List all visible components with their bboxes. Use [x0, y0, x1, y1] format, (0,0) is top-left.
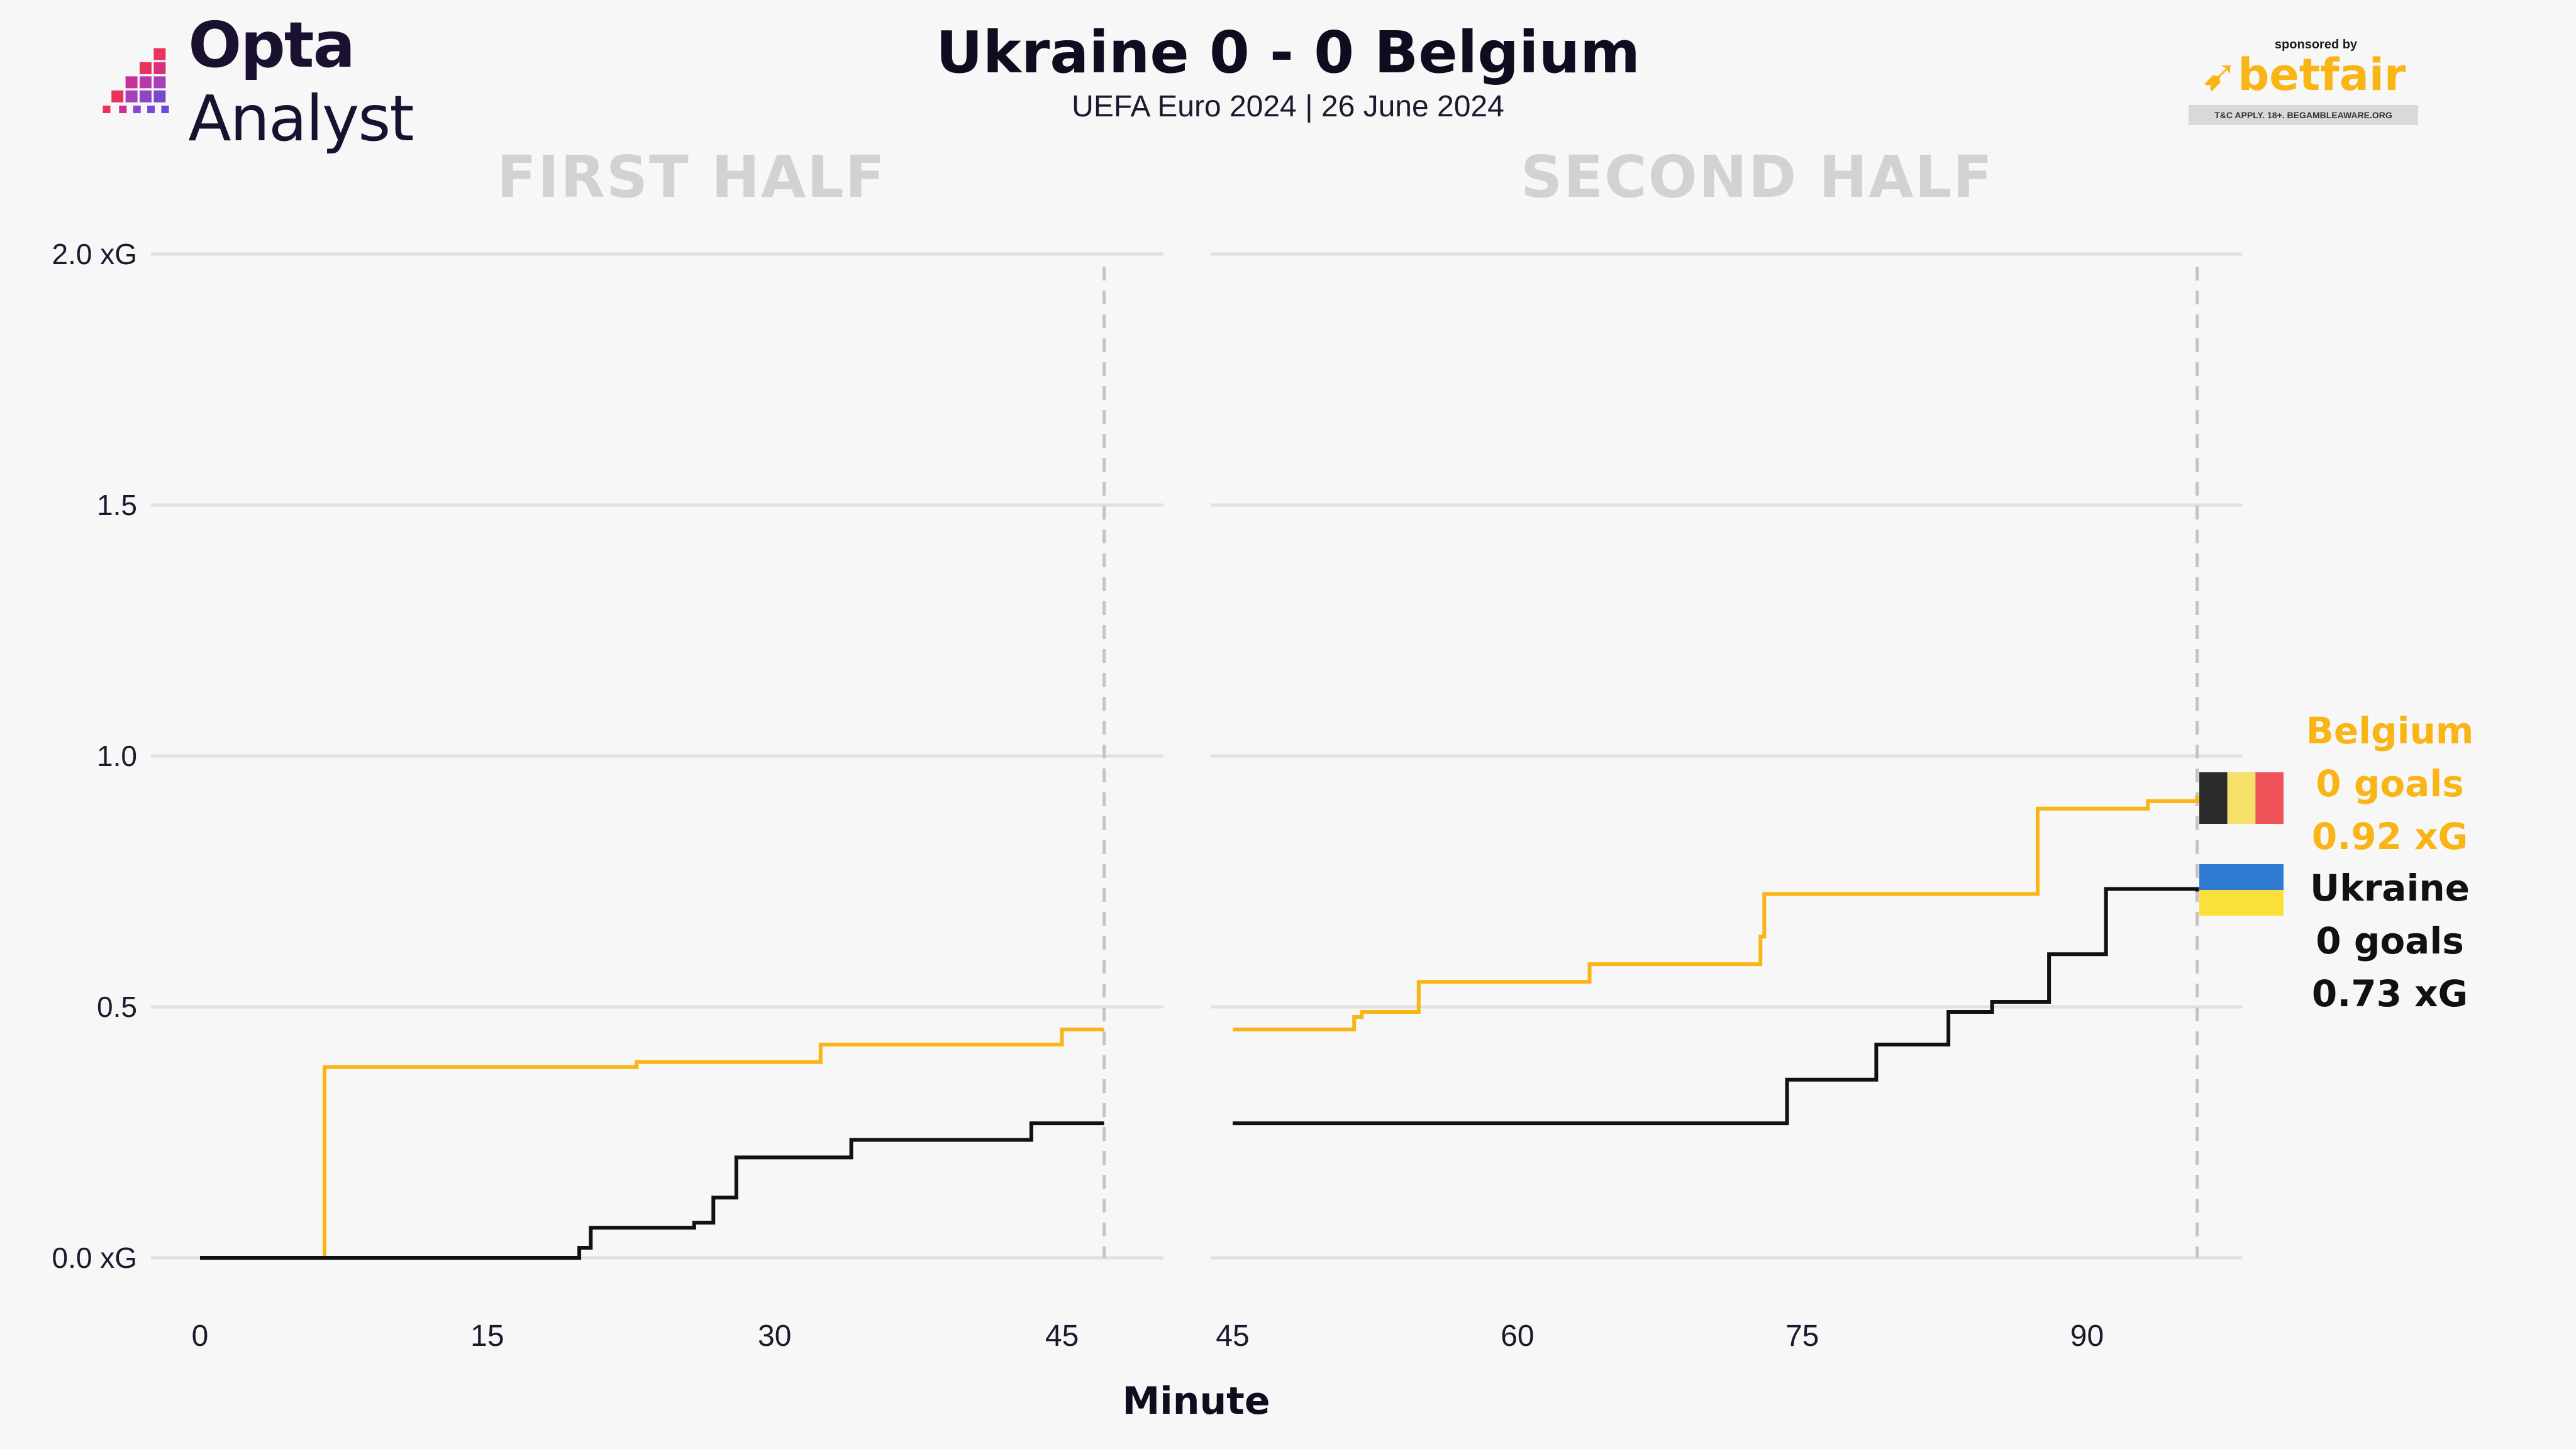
y-tick-label: 0.0 xG [52, 1241, 137, 1274]
brand-regular: Analyst [188, 82, 414, 155]
y-tick-label: 1.5 [97, 489, 137, 521]
x-tick-label: 45 [1216, 1319, 1249, 1353]
series-line-belgium [1233, 796, 2199, 1031]
series-lines [200, 796, 2199, 1260]
brand-bold: Opta [188, 8, 355, 82]
legend-belgium-goals: 0 goals [2316, 762, 2464, 805]
y-axis-labels: 0.0 xG 0.5 1.0 1.5 2.0 xG [52, 238, 137, 1274]
x-tick-label: 30 [758, 1319, 791, 1353]
sponsor-top-text: sponsored by [2274, 38, 2358, 52]
x-axis-title: Minute [1122, 1379, 1270, 1423]
opta-logo-icon [103, 48, 169, 113]
belgium-flag-icon [2199, 772, 2284, 824]
arrow-icon: ➹ [2201, 49, 2238, 101]
first-half-title: FIRST HALF [497, 143, 886, 211]
x-tick-label: 60 [1501, 1319, 1534, 1353]
x-tick-label: 45 [1045, 1319, 1079, 1353]
series-line-ukraine [200, 1121, 1104, 1260]
legend-belgium-team: Belgium [2306, 709, 2474, 752]
series-line-belgium [200, 1027, 1104, 1260]
y-tick-label: 0.5 [97, 991, 137, 1023]
x-tick-label: 75 [1785, 1319, 1819, 1353]
y-tick-label: 1.0 [97, 740, 137, 772]
legend-belgium-xg: 0.92 xG [2311, 815, 2468, 858]
sponsor-disclaimer: T&C APPLY. 18+. BEGAMBLEAWARE.ORG [2189, 105, 2418, 125]
x-tick-label: 90 [2070, 1319, 2104, 1353]
end-markers [1102, 267, 2199, 1258]
sponsor-brand-name: betfair [2238, 49, 2406, 101]
x-tick-label: 0 [192, 1319, 209, 1353]
legend-ukraine-xg: 0.73 xG [2311, 972, 2468, 1015]
x-axis-labels: 0 15 30 45 45 60 75 90 [192, 1319, 2104, 1353]
y-tick-label: 2.0 xG [52, 238, 137, 270]
legend-ukraine-goals: 0 goals [2316, 919, 2464, 962]
sponsor-brand: ➹betfair [2189, 52, 2418, 97]
brand-wordmark: Opta Analyst [188, 8, 541, 155]
ukraine-flag-icon [2199, 864, 2284, 916]
series-line-ukraine [1233, 887, 2199, 1126]
grid-lines [151, 252, 2242, 1260]
legend-ukraine-team: Ukraine [2310, 867, 2470, 909]
opta-analyst-logo: Opta Analyst [101, 8, 541, 155]
x-tick-label: 15 [470, 1319, 504, 1353]
chart-subtitle: UEFA Euro 2024 | 26 June 2024 [1072, 90, 1504, 123]
second-half-title: SECOND HALF [1521, 143, 1994, 211]
chart-title: Ukraine 0 - 0 Belgium [936, 19, 1640, 86]
sponsor-logo: sponsored by ➹betfair T&C APPLY. 18+. BE… [2189, 38, 2418, 125]
